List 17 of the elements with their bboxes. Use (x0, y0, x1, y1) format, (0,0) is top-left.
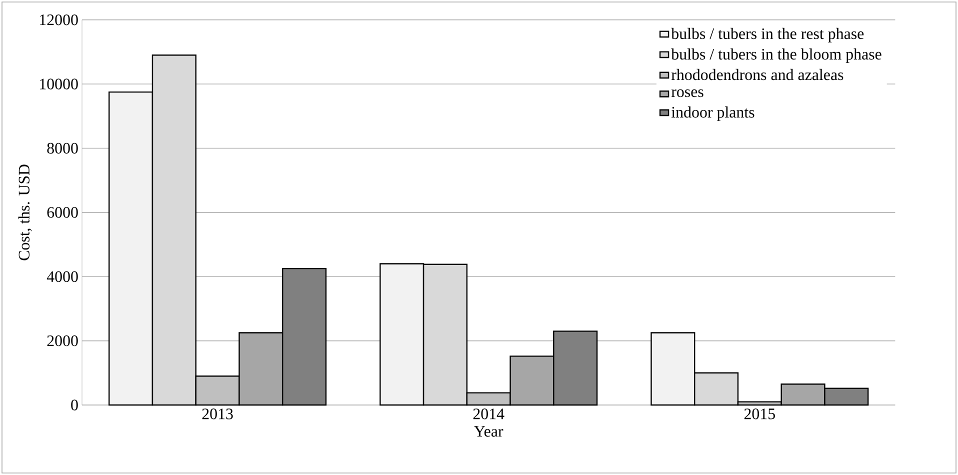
legend-label: rhododendrons and azaleas (671, 68, 844, 80)
x-axis-title: Year (474, 426, 504, 437)
y-tick-label: 8000 (47, 142, 78, 154)
y-tick-label: 4000 (46, 271, 78, 282)
legend-label: indoor plants (671, 106, 754, 121)
y-tick-label: 10000 (40, 78, 78, 90)
y-tick-label: 2000 (47, 335, 78, 346)
legend-label: roses (671, 89, 704, 98)
x-tick-label: 2014 (473, 408, 504, 420)
y-tick-label: 0 (71, 400, 78, 410)
x-tick-label: 2013 (202, 408, 233, 420)
legend-label: bulbs / tubers in the bloom phase (671, 48, 882, 63)
y-tick-label: 12000 (40, 14, 78, 26)
x-tick-label: 2015 (744, 408, 775, 420)
legend-label: bulbs / tubers in the rest phase (671, 28, 864, 42)
y-axis-title: Cost, ths. USD (18, 164, 32, 260)
y-tick-label: 6000 (47, 207, 78, 218)
